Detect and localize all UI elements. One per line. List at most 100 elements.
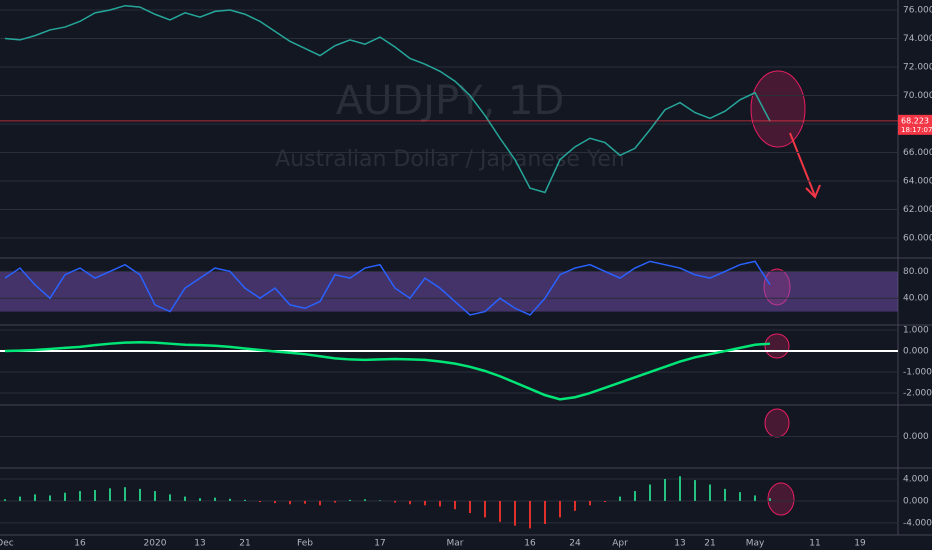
highlight: [764, 408, 790, 438]
price-tag: [898, 114, 932, 135]
highlight: [767, 482, 795, 516]
y-tick-label: -4.000: [903, 518, 932, 528]
histogram-bar: [259, 500, 261, 503]
histogram-bar: [154, 491, 156, 501]
histogram-bar: [439, 500, 441, 507]
histogram-bar: [169, 494, 171, 501]
y-tick-label: 40.00: [903, 294, 929, 304]
histogram-bar: [604, 500, 606, 503]
histogram-bar: [319, 500, 321, 506]
histogram-bar: [694, 480, 696, 501]
histogram-bar: [184, 496, 186, 501]
y-tick-label: 0.000: [903, 496, 929, 506]
x-tick-label: 11: [809, 539, 820, 549]
histogram-bar: [724, 488, 726, 501]
histogram-bar: [739, 492, 741, 501]
histogram-bar: [394, 500, 396, 503]
histogram-bar: [334, 500, 336, 503]
histogram-bar: [664, 478, 666, 501]
y-tick-label: 0.000: [903, 347, 929, 357]
series-line: [4, 340, 771, 401]
histogram-bar: [709, 484, 711, 501]
histogram-bar: [424, 500, 426, 506]
histogram-bar: [529, 500, 531, 529]
histogram-bar: [139, 488, 141, 501]
histogram-bar: [79, 491, 81, 501]
highlight: [750, 70, 806, 148]
y-tick-label: 80.00: [903, 267, 929, 277]
y-tick-label: 60.000: [903, 234, 932, 244]
x-tick-label: 16: [74, 539, 86, 549]
histogram-bar: [544, 500, 546, 525]
histogram-bar: [4, 499, 6, 501]
histogram-bar: [229, 498, 231, 501]
histogram-bar: [559, 500, 561, 518]
x-tick-label: 13: [674, 539, 685, 549]
histogram-bar: [454, 500, 456, 510]
y-tick-label: -2.000: [903, 389, 932, 399]
y-tick-label: 70.000: [903, 91, 932, 101]
histogram-bar: [64, 492, 66, 501]
x-tick-label: Dec: [0, 539, 14, 549]
y-tick-label: 66.000: [903, 148, 932, 158]
histogram-bar: [364, 499, 366, 501]
y-tick-label: 64.000: [903, 177, 932, 187]
x-tick-label: Mar: [447, 539, 464, 549]
histogram-bar: [679, 476, 681, 501]
y-tick-label: 74.000: [903, 34, 932, 44]
histogram-bar: [619, 496, 621, 501]
histogram-bar: [379, 500, 381, 501]
x-tick-label: May: [746, 539, 765, 549]
watermark-symbol: AUDJPY, 1D: [336, 78, 565, 124]
series-line: [4, 260, 771, 316]
histogram-bar: [634, 491, 636, 501]
countdown-label: 18:17:07: [901, 126, 932, 134]
band: [0, 271, 898, 312]
histogram-bar: [34, 494, 36, 501]
histogram-bar: [499, 500, 501, 522]
highlight: [764, 333, 790, 359]
histogram-bar: [649, 484, 651, 501]
y-tick-label: 4.000: [903, 474, 929, 484]
histogram-bar: [94, 489, 96, 501]
histogram-bar: [769, 498, 771, 501]
histogram-bar: [49, 495, 51, 501]
x-tick-label: Feb: [297, 539, 313, 549]
x-tick-label: 13: [194, 539, 205, 549]
histogram-bar: [304, 500, 306, 504]
x-tick-label: 17: [374, 539, 385, 549]
watermark-name: Australian Dollar / Japanese Yen: [275, 147, 625, 172]
y-tick-label: 1.000: [903, 326, 929, 336]
histogram-bar: [274, 500, 276, 504]
histogram-bar: [514, 500, 516, 526]
histogram-bar: [754, 495, 756, 501]
histogram-bar: [289, 500, 291, 505]
histogram-bar: [214, 497, 216, 501]
histogram-bar: [109, 488, 111, 501]
x-tick-label: 2020: [144, 539, 167, 549]
histogram-bar: [349, 499, 351, 501]
histogram-bar: [574, 500, 576, 511]
histogram-bar: [484, 500, 486, 518]
histogram-bar: [124, 487, 126, 501]
histogram-bar: [199, 498, 201, 501]
x-tick-label: 21: [239, 539, 250, 549]
y-tick-label: 62.000: [903, 205, 932, 215]
arrow: [789, 132, 816, 197]
x-tick-label: 16: [524, 539, 536, 549]
arrow-head: [805, 184, 821, 199]
y-tick-label: 72.000: [903, 62, 932, 72]
last-price-label: 68.223: [901, 116, 929, 125]
y-tick-label: -1.000: [903, 368, 932, 378]
highlight: [763, 268, 791, 306]
histogram-bar: [589, 500, 591, 506]
y-tick-label: 76.000: [903, 5, 932, 15]
y-tick-label: 0.000: [903, 432, 929, 442]
histogram-bar: [19, 496, 21, 501]
series-line: [4, 4, 771, 194]
x-tick-label: 19: [854, 539, 866, 549]
histogram-bar: [469, 500, 471, 514]
x-tick-label: Apr: [612, 539, 628, 549]
histogram-bar: [409, 500, 411, 505]
